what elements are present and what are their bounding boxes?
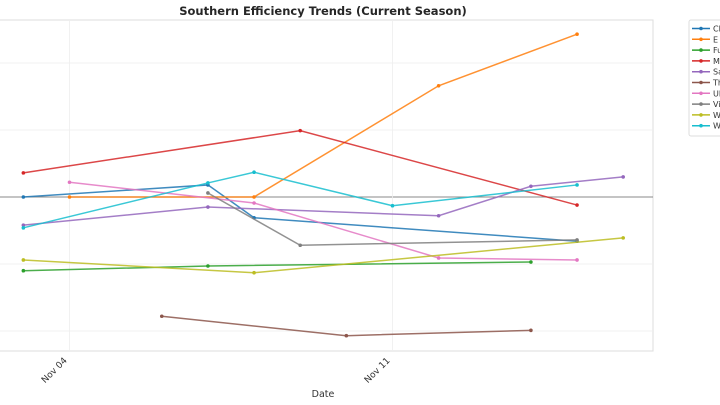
data-point bbox=[436, 213, 441, 218]
data-point bbox=[575, 258, 579, 262]
legend-label: Cl bbox=[713, 25, 720, 34]
data-point bbox=[21, 258, 26, 262]
data-point bbox=[21, 171, 26, 175]
data-point bbox=[21, 195, 26, 199]
x-tick-label: Nov 04 bbox=[40, 356, 70, 386]
legend-marker bbox=[699, 91, 703, 96]
data-point bbox=[21, 226, 26, 230]
series-sa-4 bbox=[21, 175, 625, 227]
legend-label: Th bbox=[712, 79, 720, 88]
data-point bbox=[252, 201, 256, 205]
chart-title: Southern Efficiency Trends (Current Seas… bbox=[179, 4, 467, 18]
legend-label: M bbox=[713, 57, 720, 66]
data-point bbox=[621, 236, 625, 240]
data-point bbox=[529, 328, 533, 333]
legend-marker bbox=[699, 26, 703, 31]
legend-item: Ul bbox=[692, 89, 720, 98]
legend-marker bbox=[699, 59, 703, 63]
data-point bbox=[529, 260, 533, 264]
series-fu-2 bbox=[21, 260, 533, 273]
data-point bbox=[206, 191, 210, 195]
legend-item: Vi bbox=[692, 100, 720, 109]
data-point bbox=[436, 83, 441, 88]
legend-marker bbox=[699, 69, 703, 74]
data-point bbox=[344, 333, 349, 338]
legend-label: W bbox=[713, 111, 720, 120]
series-line bbox=[69, 33, 578, 198]
data-point bbox=[575, 238, 579, 242]
legend-marker bbox=[699, 48, 703, 52]
legend-label: Vi bbox=[713, 100, 720, 109]
data-point bbox=[159, 314, 164, 319]
data-point bbox=[298, 128, 303, 133]
legend-item: Sa bbox=[692, 68, 720, 77]
series-w-8 bbox=[21, 236, 625, 275]
data-point bbox=[252, 195, 256, 199]
x-tick-label: Nov 11 bbox=[363, 356, 393, 386]
legend: ClE Fu M Sa ThUl Vi WW bbox=[688, 19, 720, 137]
legend-label: Ul bbox=[713, 89, 720, 98]
series-line bbox=[23, 184, 578, 242]
legend-marker bbox=[699, 102, 703, 106]
series-e-1 bbox=[67, 32, 579, 199]
legend-label: W bbox=[713, 122, 720, 131]
series-m-3 bbox=[21, 128, 579, 207]
data-point bbox=[67, 195, 72, 199]
data-point bbox=[252, 270, 256, 275]
legend-label: Fu bbox=[713, 46, 720, 55]
data-point bbox=[21, 223, 26, 227]
data-point bbox=[206, 181, 210, 185]
series-th-5 bbox=[159, 314, 533, 338]
x-axis-label: Date bbox=[312, 389, 335, 400]
data-point bbox=[67, 180, 72, 185]
data-point bbox=[206, 205, 210, 209]
series-line bbox=[69, 181, 578, 261]
legend-item: Th bbox=[692, 79, 720, 88]
legend-label: E bbox=[713, 35, 718, 44]
legend-marker bbox=[699, 37, 703, 42]
data-point bbox=[529, 184, 533, 189]
data-point bbox=[575, 183, 579, 187]
data-point bbox=[621, 175, 625, 179]
legend-item: W bbox=[692, 122, 720, 131]
series-vi-7 bbox=[206, 191, 579, 248]
legend-marker bbox=[699, 80, 703, 85]
legend-item: Cl bbox=[692, 25, 720, 34]
data-point bbox=[575, 203, 579, 207]
legend-marker bbox=[699, 113, 703, 117]
data-point bbox=[21, 268, 26, 273]
data-point bbox=[575, 32, 579, 36]
data-point bbox=[390, 203, 395, 208]
data-point bbox=[206, 264, 210, 268]
legend-item: M bbox=[692, 57, 720, 66]
data-point bbox=[436, 256, 441, 260]
legend-item: Fu bbox=[692, 46, 720, 55]
data-point bbox=[298, 243, 303, 248]
series-w-9 bbox=[21, 170, 579, 230]
data-point bbox=[252, 170, 256, 175]
legend-item: W bbox=[692, 111, 720, 120]
legend-marker bbox=[699, 123, 703, 128]
legend-item: E bbox=[692, 35, 718, 44]
series-ul-6 bbox=[67, 180, 579, 262]
legend-label: Sa bbox=[713, 68, 720, 77]
